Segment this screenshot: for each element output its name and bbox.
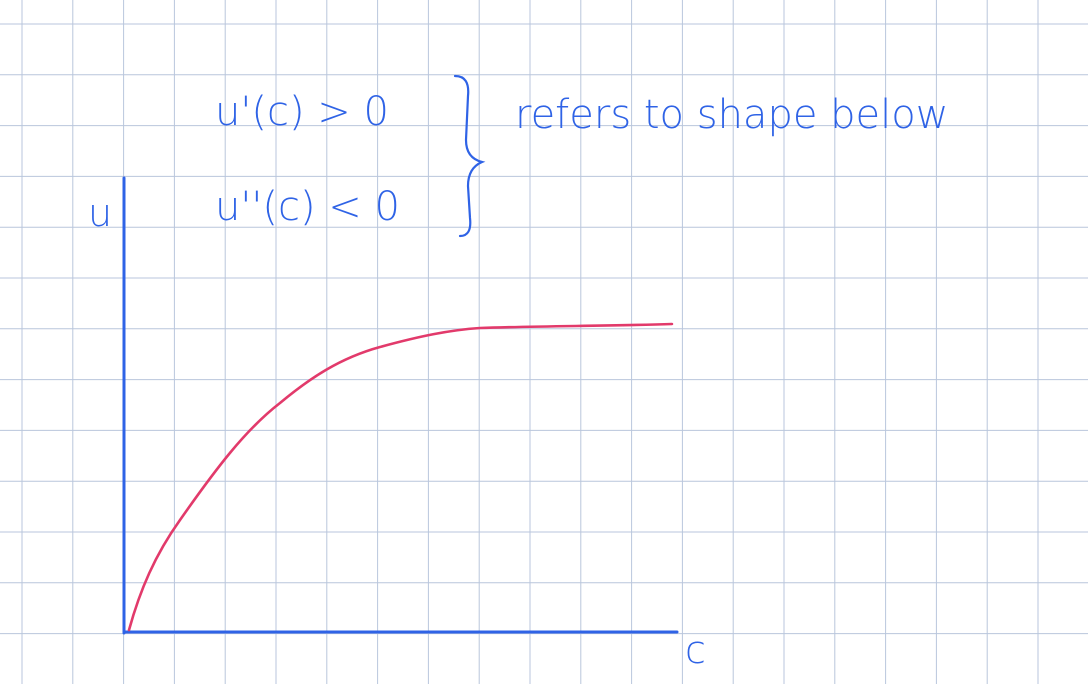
y-axis-label: u bbox=[88, 191, 112, 235]
x-axis-label: c bbox=[685, 628, 706, 672]
utility-curve bbox=[127, 322, 674, 632]
first-derivative-condition: u'(c) > 0 bbox=[215, 89, 389, 135]
curly-brace bbox=[453, 74, 486, 238]
second-derivative-condition: u''(c) < 0 bbox=[215, 184, 400, 230]
annotation-text: refers to shape below bbox=[515, 92, 948, 138]
